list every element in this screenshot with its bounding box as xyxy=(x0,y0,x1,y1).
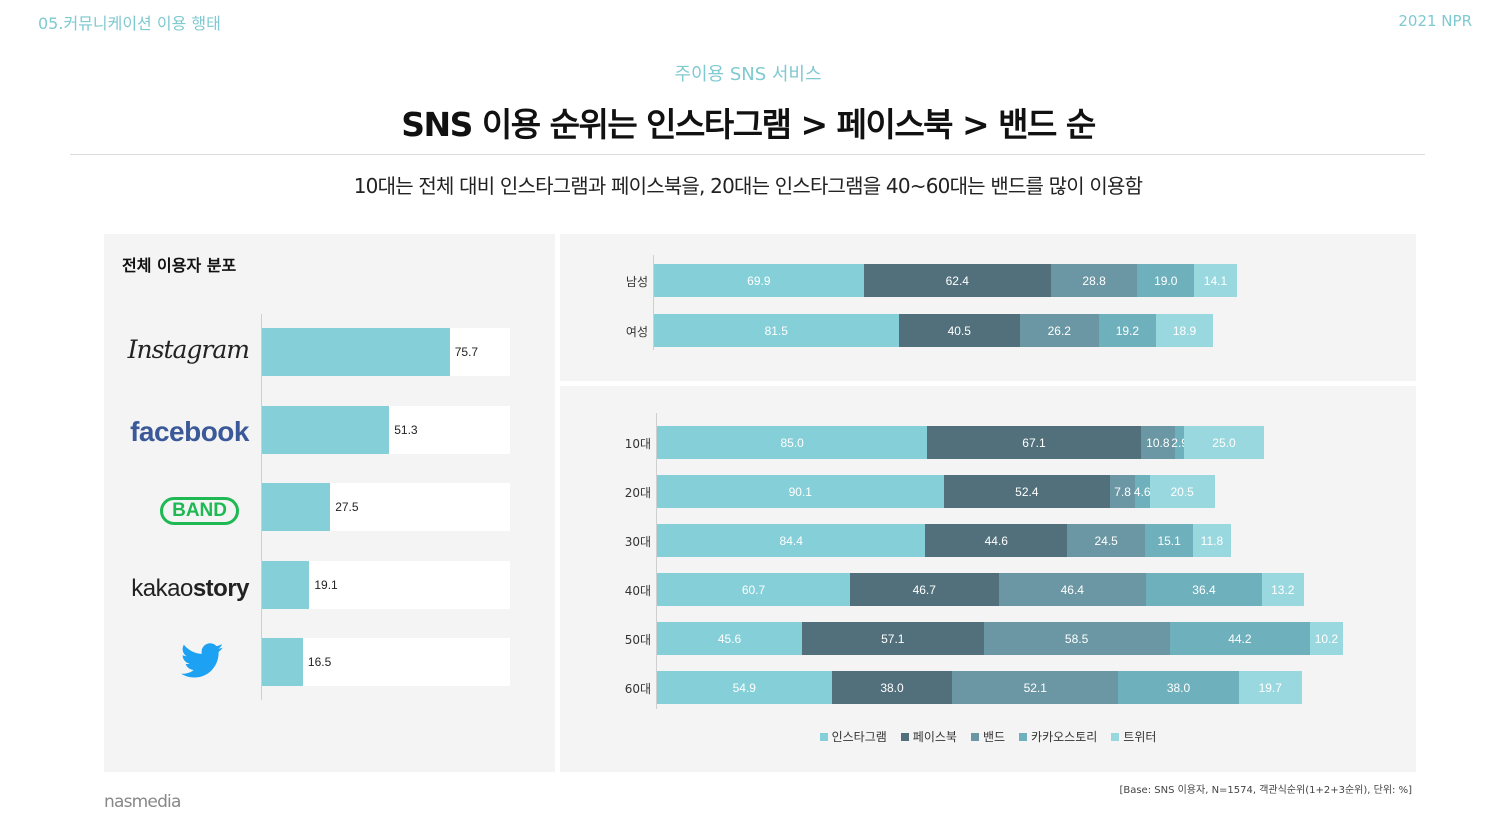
overall-distribution-title: 전체 이용자 분포 xyxy=(122,256,237,275)
age-segment: 38.0 xyxy=(831,671,953,704)
age-category-label: 10대 xyxy=(624,437,651,451)
overall-bar-value: 51.3 xyxy=(394,423,418,437)
age-segment: 20.5 xyxy=(1149,475,1215,508)
legend-label: 인스타그램 xyxy=(831,730,887,744)
overall-bar xyxy=(262,638,303,686)
age-segment: 58.5 xyxy=(983,622,1170,655)
report-year: 2021 NPR xyxy=(1398,12,1472,30)
overall-bar-track: 27.5 xyxy=(262,483,510,531)
overall-bar-track: 51.3 xyxy=(262,406,510,454)
legend-item: 밴드 xyxy=(970,728,1006,745)
age-segment: 46.7 xyxy=(850,573,999,606)
age-category-label: 60대 xyxy=(624,682,651,696)
overall-bar-value: 27.5 xyxy=(335,500,359,514)
gender-segment: 62.4 xyxy=(863,264,1051,297)
legend-label: 밴드 xyxy=(982,730,1006,744)
age-chart-axis xyxy=(656,413,657,709)
overall-bar-track: 16.5 xyxy=(262,638,510,686)
age-segment: 44.6 xyxy=(925,524,1068,557)
overall-bar-value: 16.5 xyxy=(307,655,332,669)
legend-swatch xyxy=(1019,732,1028,741)
slide-subtitle: 주이용 SNS 서비스 xyxy=(674,64,822,85)
age-segment: 44.2 xyxy=(1169,622,1311,655)
overall-bar xyxy=(262,406,390,454)
gender-segment: 14.1 xyxy=(1194,264,1237,297)
title-divider xyxy=(70,154,1425,155)
age-segment: 13.2 xyxy=(1261,573,1304,606)
age-segment: 84.4 xyxy=(657,524,926,557)
overall-bar xyxy=(262,561,310,609)
age-segment: 52.1 xyxy=(952,671,1119,704)
legend-item: 트위터 xyxy=(1111,728,1156,745)
age-segment: 46.4 xyxy=(998,573,1147,606)
age-segment: 24.5 xyxy=(1067,524,1146,557)
age-category-label: 30대 xyxy=(624,535,651,549)
age-segment: 45.6 xyxy=(657,622,802,655)
age-segment: 10.8 xyxy=(1140,426,1176,459)
legend-label: 카카오스토리 xyxy=(1031,730,1098,744)
legend-swatch xyxy=(970,732,979,741)
age-segment: 10.2 xyxy=(1310,622,1343,655)
legend-item: 카카오스토리 xyxy=(1019,728,1097,745)
gender-category-label: 남성 xyxy=(625,275,648,289)
overall-bar-track: 19.1 xyxy=(262,561,510,609)
age-segment: 36.4 xyxy=(1146,573,1262,606)
gender-segment: 81.5 xyxy=(654,314,899,347)
age-segment: 67.1 xyxy=(927,426,1141,459)
age-category-label: 50대 xyxy=(624,633,651,647)
age-segment: 85.0 xyxy=(657,426,928,459)
legend-item: 인스타그램 xyxy=(819,728,887,745)
age-category-label: 20대 xyxy=(624,486,651,500)
age-segment: 7.8 xyxy=(1110,475,1135,508)
slide-description: 10대는 전체 대비 인스타그램과 페이스북을, 20대는 인스타그램을 40~… xyxy=(353,174,1143,198)
gender-chart-axis xyxy=(653,255,654,350)
section-label: 05.커뮤니케이션 이용 행태 xyxy=(38,14,221,33)
legend-label: 트위터 xyxy=(1123,730,1157,744)
overall-bar xyxy=(262,328,450,376)
overall-bar-value: 75.7 xyxy=(454,345,479,359)
age-segment: 25.0 xyxy=(1184,426,1264,459)
slide-title: SNS 이용 순위는 인스타그램 > 페이스북 > 밴드 순 xyxy=(401,105,1096,144)
brand-logo: nasmedia xyxy=(104,792,181,812)
overall-bar xyxy=(262,483,331,531)
legend-swatch xyxy=(900,732,909,741)
age-segment: 90.1 xyxy=(657,475,944,508)
overall-bar-value: 19.1 xyxy=(314,578,338,592)
age-segment: 52.4 xyxy=(943,475,1111,508)
gender-category-label: 여성 xyxy=(625,325,648,339)
legend-swatch xyxy=(1111,732,1120,741)
kakaostory-logo-part-b: story xyxy=(192,575,250,602)
age-segment: 19.7 xyxy=(1238,671,1302,704)
overall-chart-axis xyxy=(261,314,262,700)
overall-bar-track: 75.7 xyxy=(262,328,510,376)
age-segment: 54.9 xyxy=(657,671,832,704)
gender-segment: 19.2 xyxy=(1098,314,1157,347)
gender-segment: 26.2 xyxy=(1020,314,1099,347)
gender-segment: 18.9 xyxy=(1156,314,1213,347)
kakaostory-logo: kakaostory xyxy=(131,575,249,603)
age-segment: 60.7 xyxy=(657,573,851,606)
age-segment: 2.9 xyxy=(1171,426,1188,459)
legend-swatch xyxy=(819,732,828,741)
twitter-bird-icon xyxy=(180,643,224,679)
instagram-logo: Instagram xyxy=(127,335,250,364)
kakaostory-logo-part-a: kakao xyxy=(131,575,193,602)
chart-legend: 인스타그램 페이스북 밴드 카카오스토리 트위터 xyxy=(560,728,1416,745)
facebook-logo: facebook xyxy=(130,416,249,447)
band-logo: BAND xyxy=(160,497,239,525)
age-category-label: 40대 xyxy=(624,584,651,598)
gender-segment: 28.8 xyxy=(1050,264,1138,297)
gender-segment: 40.5 xyxy=(898,314,1020,347)
base-note: [Base: SNS 이용자, N=1574, 객관식순위(1+2+3순위), … xyxy=(1119,785,1412,796)
age-segment: 11.8 xyxy=(1193,524,1231,557)
gender-segment: 19.0 xyxy=(1137,264,1195,297)
age-segment: 4.6 xyxy=(1134,475,1151,508)
legend-item: 페이스북 xyxy=(900,728,957,745)
legend-label: 페이스북 xyxy=(912,730,957,744)
age-segment: 38.0 xyxy=(1118,671,1239,704)
age-segment: 15.1 xyxy=(1145,524,1194,557)
gender-segment: 69.9 xyxy=(654,264,864,297)
gender-panel xyxy=(560,234,1416,381)
age-segment: 57.1 xyxy=(802,622,984,655)
